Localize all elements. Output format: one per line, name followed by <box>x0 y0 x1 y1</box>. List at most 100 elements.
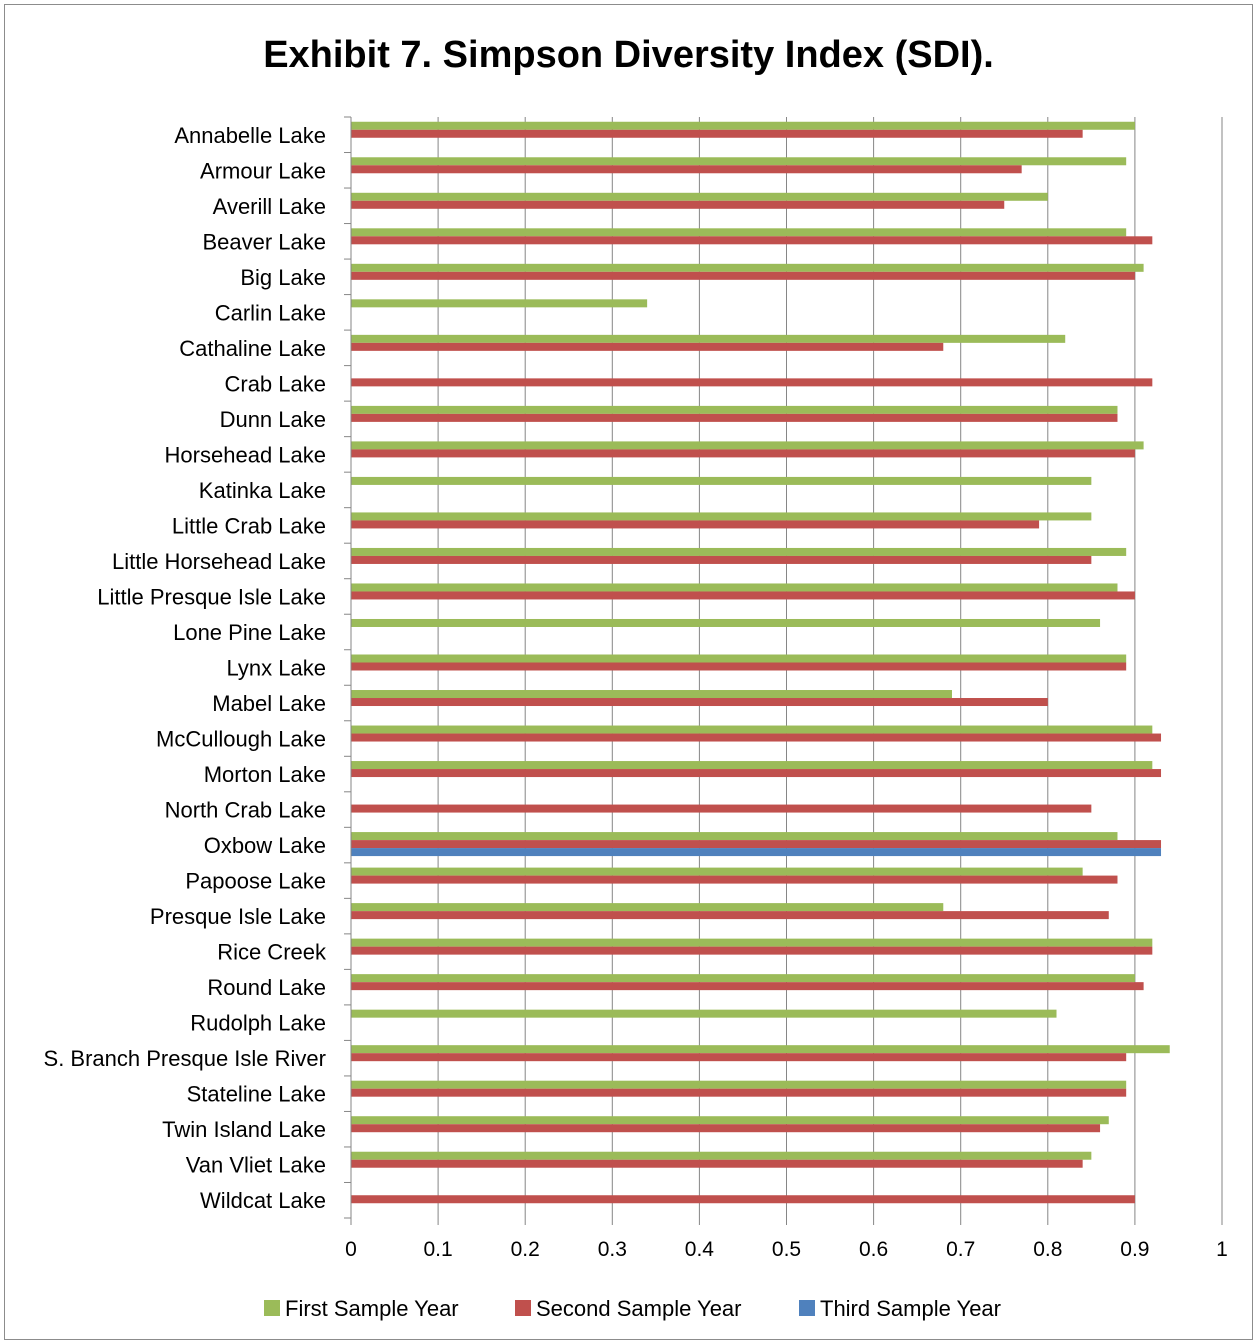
bar-second-sample-year <box>351 1088 1127 1097</box>
bar-second-sample-year <box>351 662 1127 671</box>
bar-second-sample-year <box>351 875 1118 884</box>
bar-first-sample-year <box>351 832 1118 841</box>
bar-first-sample-year <box>351 1045 1170 1054</box>
category-label: Rudolph Lake <box>190 1011 326 1036</box>
bar-first-sample-year <box>351 938 1153 947</box>
bar-first-sample-year <box>351 299 648 308</box>
bar-first-sample-year <box>351 547 1127 556</box>
category-label: Crab Lake <box>224 371 326 396</box>
category-label: Katinka Lake <box>199 478 326 503</box>
bar-second-sample-year <box>351 520 1040 529</box>
category-label: Wildcat Lake <box>200 1188 326 1213</box>
legend-swatch <box>799 1300 815 1316</box>
bar-second-sample-year <box>351 769 1162 778</box>
bar-second-sample-year <box>351 982 1144 991</box>
bar-second-sample-year <box>351 200 1005 209</box>
x-tick-label: 0.1 <box>423 1238 452 1261</box>
legend-swatch <box>264 1300 280 1316</box>
x-tick-label: 0 <box>345 1238 357 1261</box>
bar-second-sample-year <box>351 165 1022 174</box>
category-label: Beaver Lake <box>202 229 326 254</box>
category-label: S. Branch Presque Isle River <box>44 1046 326 1071</box>
category-label: Dunn Lake <box>220 407 326 432</box>
category-label: Lynx Lake <box>227 656 326 681</box>
category-label: Horsehead Lake <box>165 442 326 467</box>
category-label: Twin Island Lake <box>162 1117 326 1142</box>
bar-second-sample-year <box>351 733 1162 742</box>
bar-second-sample-year <box>351 1159 1083 1168</box>
bar-first-sample-year <box>351 476 1092 485</box>
bar-first-sample-year <box>351 583 1118 592</box>
bar-first-sample-year <box>351 441 1144 450</box>
bar-first-sample-year <box>351 1116 1109 1125</box>
bar-first-sample-year <box>351 121 1135 130</box>
category-label: Round Lake <box>207 975 326 1000</box>
category-label: Rice Creek <box>217 940 327 965</box>
x-tick-label: 0.9 <box>1120 1238 1149 1261</box>
category-label: Armour Lake <box>200 158 326 183</box>
category-label: McCullough Lake <box>156 727 326 752</box>
bar-second-sample-year <box>351 1053 1127 1062</box>
bar-first-sample-year <box>351 1080 1127 1089</box>
bar-first-sample-year <box>351 725 1153 734</box>
bar-second-sample-year <box>351 555 1092 564</box>
bar-second-sample-year <box>351 413 1118 422</box>
category-label: Stateline Lake <box>187 1082 326 1107</box>
legend-label: Third Sample Year <box>820 1296 1001 1321</box>
bar-first-sample-year <box>351 192 1048 201</box>
bar-first-sample-year <box>351 228 1127 237</box>
category-label: Annabelle Lake <box>174 123 326 148</box>
category-label: Oxbow Lake <box>204 833 326 858</box>
bar-second-sample-year <box>351 1124 1101 1133</box>
bar-first-sample-year <box>351 1009 1057 1018</box>
bar-first-sample-year <box>351 903 944 912</box>
category-label: Mabel Lake <box>212 691 326 716</box>
bar-first-sample-year <box>351 334 1066 343</box>
category-label: Van Vliet Lake <box>186 1153 326 1178</box>
category-label: Presque Isle Lake <box>150 904 326 929</box>
bar-second-sample-year <box>351 236 1153 245</box>
legend-label: Second Sample Year <box>536 1296 742 1321</box>
category-label: Lone Pine Lake <box>173 620 326 645</box>
category-label: Little Presque Isle Lake <box>97 584 326 609</box>
bar-second-sample-year <box>351 378 1153 387</box>
bar-first-sample-year <box>351 405 1118 414</box>
chart-title: Exhibit 7. Simpson Diversity Index (SDI)… <box>263 34 994 76</box>
legend-swatch <box>515 1300 531 1316</box>
x-tick-label: 0.3 <box>598 1238 627 1261</box>
x-tick-label: 0.4 <box>685 1238 715 1261</box>
bar-second-sample-year <box>351 1195 1135 1204</box>
category-label: Little Crab Lake <box>172 513 326 538</box>
bar-third-sample-year <box>351 848 1162 857</box>
x-tick-label: 0.5 <box>772 1238 801 1261</box>
bar-first-sample-year <box>351 690 952 699</box>
category-label: Cathaline Lake <box>179 336 326 361</box>
bar-second-sample-year <box>351 840 1162 849</box>
bar-second-sample-year <box>351 698 1048 707</box>
x-tick-label: 0.8 <box>1033 1238 1062 1261</box>
bar-first-sample-year <box>351 974 1135 983</box>
category-label: Big Lake <box>240 265 326 290</box>
category-label: Little Horsehead Lake <box>112 549 326 574</box>
x-tick-label: 0.2 <box>511 1238 540 1261</box>
category-label: Morton Lake <box>204 762 326 787</box>
category-label: North Crab Lake <box>165 798 326 823</box>
bar-first-sample-year <box>351 761 1153 770</box>
category-label: Carlin Lake <box>215 300 326 325</box>
bar-first-sample-year <box>351 263 1144 272</box>
bar-second-sample-year <box>351 129 1083 138</box>
bar-first-sample-year <box>351 654 1127 663</box>
bar-first-sample-year <box>351 1151 1092 1160</box>
bar-first-sample-year <box>351 157 1127 166</box>
x-tick-label: 0.7 <box>946 1238 975 1261</box>
bar-second-sample-year <box>351 911 1109 920</box>
bar-second-sample-year <box>351 804 1092 813</box>
x-tick-label: 1 <box>1216 1238 1228 1261</box>
bar-first-sample-year <box>351 512 1092 521</box>
category-label: Papoose Lake <box>185 869 326 894</box>
bar-first-sample-year <box>351 867 1083 876</box>
bar-second-sample-year <box>351 271 1135 280</box>
bar-first-sample-year <box>351 618 1101 627</box>
x-tick-label: 0.6 <box>859 1238 888 1261</box>
